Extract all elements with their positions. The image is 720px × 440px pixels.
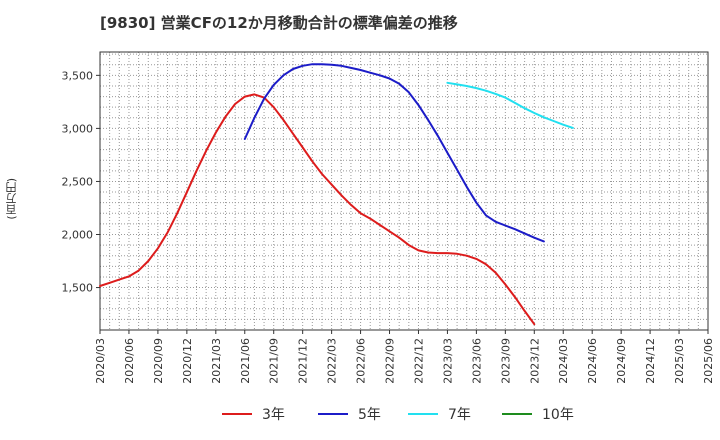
x-tick-label: 2020/09	[152, 338, 165, 384]
y-tick-label: 2,000	[62, 229, 94, 242]
x-tick-label: 2020/06	[123, 338, 136, 384]
plot-area	[100, 52, 708, 330]
legend-label-4: 10年	[542, 407, 574, 423]
x-tick-label: 2023/09	[499, 338, 512, 384]
y-tick-label: 1,500	[62, 282, 94, 295]
x-tick-label: 2022/12	[412, 338, 425, 384]
x-tick-label: 2021/03	[210, 338, 223, 384]
legend-label-3: 7年	[448, 407, 471, 423]
legend-label-1: 3年	[262, 407, 285, 423]
legend-label-2: 5年	[358, 407, 381, 423]
series-line-2	[243, 63, 545, 243]
series-line-3	[446, 81, 574, 129]
x-tick-label: 2024/06	[586, 338, 599, 384]
x-tick-label: 2022/09	[384, 338, 397, 384]
x-tick-label: 2021/09	[268, 338, 281, 384]
x-tick-label: 2024/12	[644, 338, 657, 384]
x-tick-label: 2022/03	[326, 338, 339, 384]
y-tick-label: 2,500	[62, 175, 94, 188]
x-tick-label: 2022/06	[355, 338, 368, 384]
x-tick-label: 2023/06	[470, 338, 483, 384]
series-line-1	[99, 93, 536, 326]
x-tick-label: 2024/03	[557, 338, 570, 384]
x-tick-label: 2024/09	[615, 338, 628, 384]
x-tick-label: 2020/12	[181, 338, 194, 384]
x-tick-label: 2023/03	[441, 338, 454, 384]
x-tick-label: 2025/03	[673, 338, 686, 384]
y-tick-label: 3,500	[62, 69, 94, 82]
x-tick-label: 2023/12	[528, 338, 541, 384]
y-tick-label: 3,000	[62, 122, 94, 135]
x-tick-label: 2021/12	[297, 338, 310, 384]
x-tick-label: 2020/03	[94, 338, 107, 384]
chart-title: [9830] 営業CFの12か月移動合計の標準偏差の推移	[100, 14, 458, 32]
plot-frame	[99, 51, 709, 331]
x-tick-label: 2021/06	[239, 338, 252, 384]
x-tick-label: 2025/06	[702, 338, 715, 384]
